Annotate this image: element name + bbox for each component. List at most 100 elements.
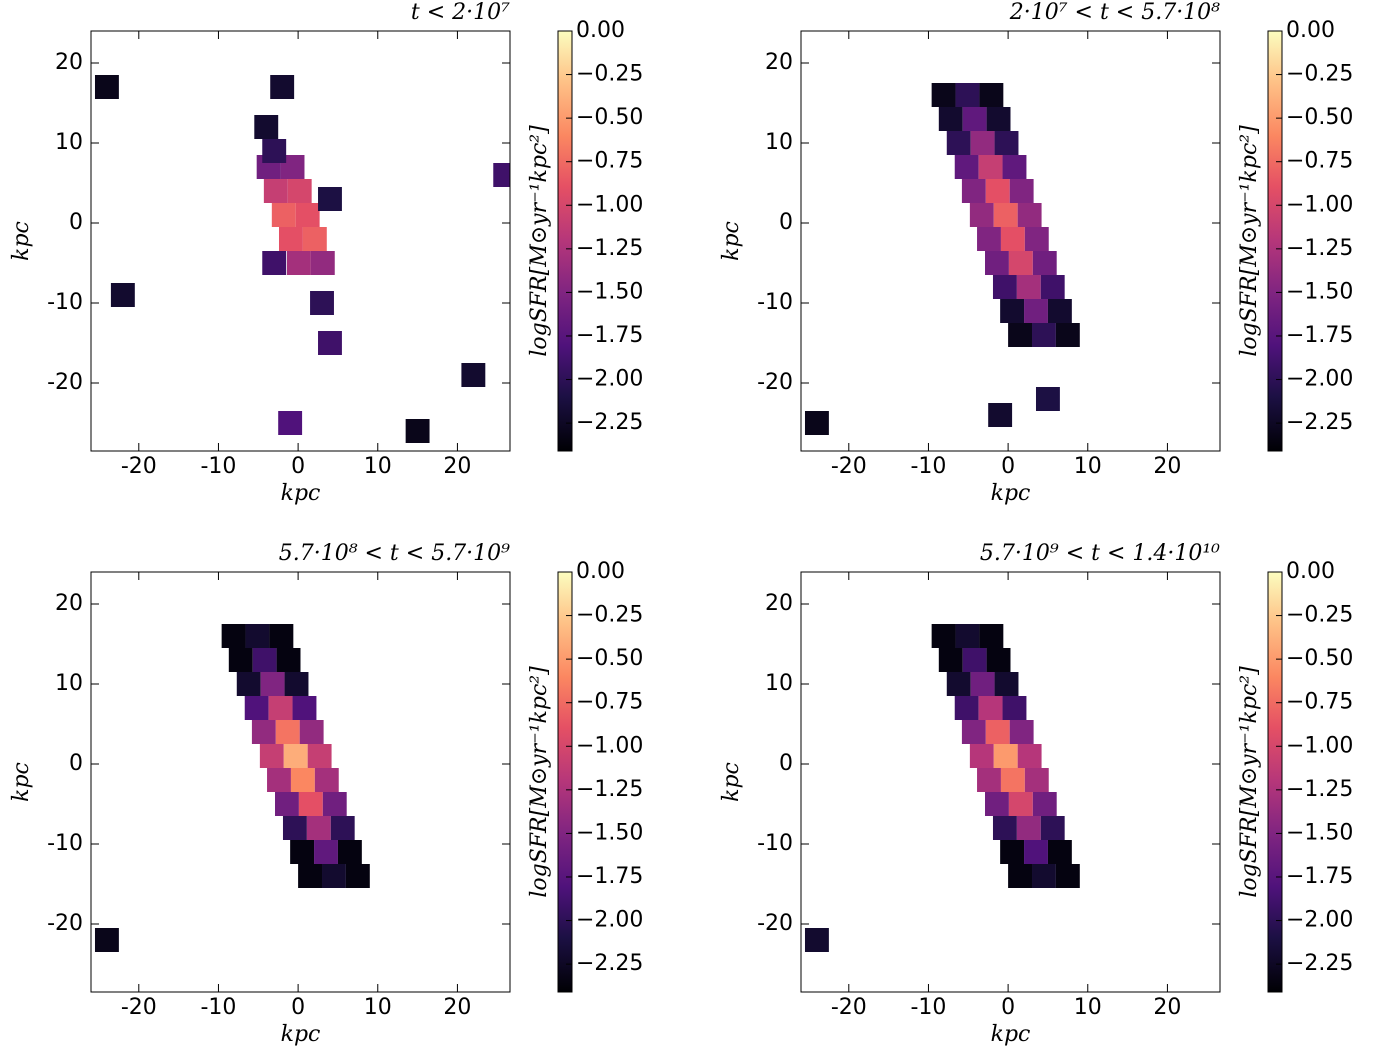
heat-cell (1032, 251, 1057, 275)
x-tick-label: -10 (200, 995, 236, 1020)
heat-cell (262, 251, 287, 275)
y-tick-label: 0 (69, 751, 83, 776)
colorbar-tick-label: −1.00 (576, 192, 643, 217)
colorbar-tick-label: −1.50 (576, 820, 643, 845)
heat-cell (251, 720, 276, 744)
heat-cell (985, 251, 1009, 275)
colorbar-tick-label: −1.00 (1286, 733, 1353, 758)
heat-cell (314, 768, 339, 792)
colorbar-tick-label: −0.25 (576, 62, 643, 87)
colorbar-tick-label: −2.25 (1286, 951, 1353, 976)
y-axis-label: kpc (9, 762, 34, 802)
heat-cell (992, 275, 1017, 299)
x-tick-label: -20 (831, 995, 867, 1020)
heat-cell (1000, 840, 1025, 864)
heat-cell (493, 163, 510, 187)
y-axis-label: kpc (9, 221, 34, 261)
heat-cell (405, 419, 430, 443)
heat-cell (970, 131, 995, 155)
y-tick-label: -20 (757, 911, 793, 936)
colorbar-tick-label: −1.25 (1286, 777, 1353, 802)
plot-area (804, 624, 1080, 952)
x-tick-label: 20 (443, 454, 471, 479)
panel-title: 5.7·10⁹ < t < 1.4·10¹⁰ (980, 541, 1220, 566)
y-tick-label: 10 (765, 671, 793, 696)
plot-area (94, 624, 370, 952)
heat-cell (259, 744, 284, 768)
axes-frame (800, 30, 1221, 452)
colorbar-tick-label: 0.00 (576, 559, 625, 584)
colorbar-tick-label: 0.00 (576, 18, 625, 43)
x-tick-label: -10 (910, 454, 946, 479)
heat-cell (263, 179, 288, 203)
colorbar-tick-label: −2.00 (576, 908, 643, 933)
heat-cell (955, 83, 980, 107)
colorbar-tick-label: −0.50 (1286, 105, 1353, 130)
heat-cell (1009, 179, 1034, 203)
y-axis-label: kpc (719, 221, 744, 261)
colorbar-tick-label: −0.25 (576, 603, 643, 628)
x-tick-label: 10 (364, 454, 392, 479)
heat-cell (221, 624, 246, 648)
heat-cell (970, 672, 995, 696)
heat-cell (337, 840, 362, 864)
heat-cell (1024, 299, 1048, 323)
colorbar-tick-label: 0.00 (1286, 559, 1335, 584)
colorbar-tick-label: −2.25 (576, 410, 643, 435)
y-tick-label: -10 (757, 831, 793, 856)
x-axis-label: kpc (991, 481, 1031, 506)
colorbar-tick-label: −0.50 (576, 646, 643, 671)
heat-cell (804, 928, 829, 952)
x-tick-label: 0 (291, 454, 305, 479)
colorbar-tick-label: −0.50 (576, 105, 643, 130)
heat-cell (276, 648, 301, 672)
heat-cell (1008, 251, 1033, 275)
y-tick-label: -10 (47, 290, 83, 315)
heat-cell (306, 816, 331, 840)
heat-cell (295, 203, 320, 227)
heat-cell (286, 251, 311, 275)
colorbar-tick-label: −2.25 (576, 951, 643, 976)
colorbar-tick-label: −2.00 (1286, 908, 1353, 933)
heat-cell (268, 696, 293, 720)
heat-cell (282, 816, 307, 840)
heat-cell (275, 792, 299, 816)
colorbar-tick-label: −1.25 (576, 236, 643, 261)
heat-cell (284, 672, 309, 696)
heat-cell (1000, 768, 1025, 792)
colorbar-tick-label: −0.75 (576, 149, 643, 174)
y-tick-label: 10 (765, 130, 793, 155)
heat-cell (299, 720, 324, 744)
y-tick-label: 0 (779, 751, 793, 776)
x-tick-label: -20 (121, 995, 157, 1020)
x-tick-label: -20 (831, 454, 867, 479)
colorbar-tick-label: −0.75 (576, 690, 643, 715)
heat-cell (254, 115, 279, 139)
x-tick-label: 20 (1153, 995, 1181, 1020)
heat-cell (1016, 275, 1041, 299)
x-axis-label: kpc (991, 1022, 1031, 1047)
heat-cell (961, 179, 986, 203)
heat-cell (1032, 323, 1056, 347)
colorbar-tick-label: −1.75 (576, 323, 643, 348)
heat-cell (1008, 864, 1033, 888)
heat-cell (318, 187, 342, 211)
heat-cell (931, 83, 956, 107)
y-tick-label: 0 (69, 210, 83, 235)
heat-cell (979, 624, 1004, 648)
y-tick-label: -20 (757, 370, 793, 395)
colorbar-label: logSFR[M⊙yr⁻¹kpc²] (527, 125, 552, 357)
axes-frame (800, 571, 1221, 993)
y-tick-label: -20 (47, 911, 83, 936)
heat-cell (979, 83, 1004, 107)
heat-cell (994, 672, 1019, 696)
x-tick-label: 0 (1001, 995, 1015, 1020)
heat-cell (244, 696, 269, 720)
heat-cell (236, 672, 261, 696)
colorbar-tick-label: −1.50 (576, 279, 643, 304)
axes-frame (90, 571, 511, 993)
x-tick-label: 10 (364, 995, 392, 1020)
heat-cell (986, 648, 1011, 672)
heat-cell (280, 155, 305, 179)
colorbar-tick-label: −0.25 (1286, 603, 1353, 628)
